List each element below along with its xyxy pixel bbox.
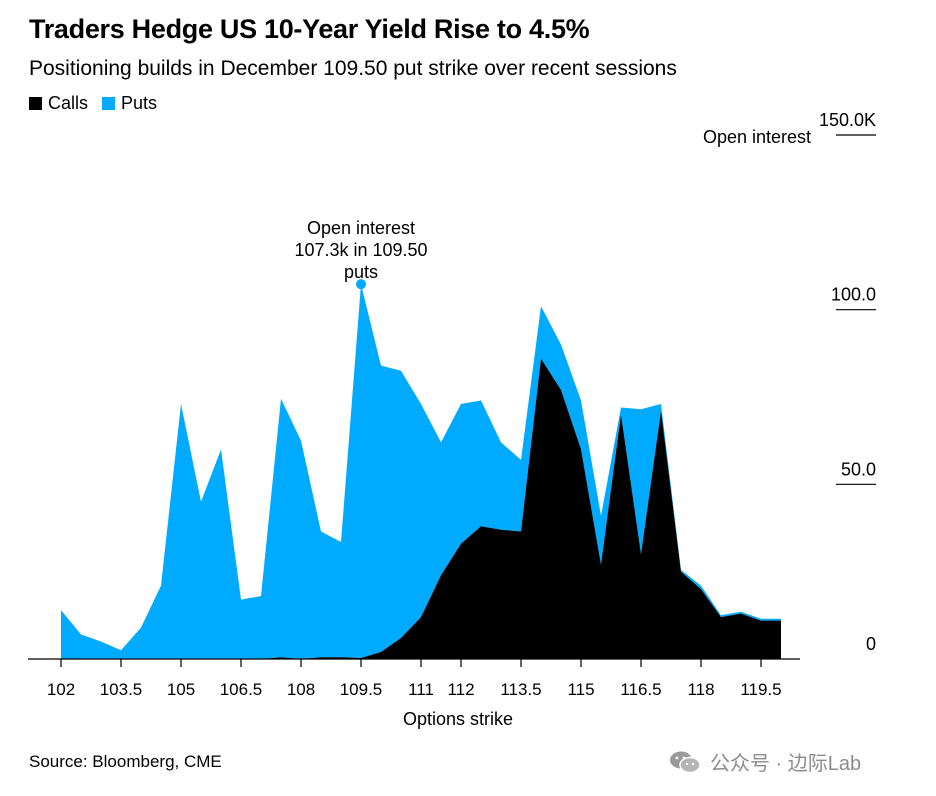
annotation-text-line: puts	[344, 262, 378, 282]
x-tick-label: 103.5	[100, 680, 143, 699]
x-tick-label: 113.5	[500, 680, 541, 699]
x-tick-label: 116.5	[620, 680, 661, 699]
y-tick-label: 100.0	[831, 285, 876, 305]
x-tick-label: 115	[567, 680, 594, 699]
calls-area	[61, 358, 781, 659]
annotation-text-line: 107.3k in 109.50	[294, 240, 427, 260]
watermark: 公众号 · 边际Lab	[668, 747, 861, 776]
y-tick-label: 50.0	[841, 459, 876, 479]
chart-title: Traders Hedge US 10-Year Yield Rise to 4…	[29, 14, 590, 44]
x-tick-label: 106.5	[220, 680, 263, 699]
puts-area	[61, 284, 781, 659]
x-tick-label: 109.5	[340, 680, 383, 699]
wechat-icon	[670, 751, 701, 773]
x-axis-title: Options strike	[403, 709, 513, 729]
x-tick-label: 119.5	[740, 680, 781, 699]
watermark-text: 公众号 · 边际Lab	[710, 753, 862, 775]
x-tick-label: 112	[447, 680, 474, 699]
legend-item-puts: Puts	[102, 93, 157, 114]
chart-legend: Calls Puts	[29, 93, 171, 114]
x-tick-label: 108	[287, 680, 315, 699]
x-tick-label: 118	[687, 680, 714, 699]
annotation-marker	[356, 279, 366, 290]
legend-label-calls: Calls	[48, 93, 89, 113]
x-tick-label: 105	[167, 680, 195, 699]
y-tick-label: 150.0K	[819, 110, 876, 130]
legend-swatch-calls	[29, 97, 42, 110]
source-note: Source: Bloomberg, CME	[29, 752, 222, 771]
chart-subtitle: Positioning builds in December 109.50 pu…	[29, 57, 677, 80]
legend-item-calls: Calls	[29, 93, 88, 114]
x-tick-label: 102	[47, 680, 75, 699]
legend-swatch-puts	[102, 97, 116, 110]
y-tick-label: 0	[866, 634, 876, 654]
legend-label-puts: Puts	[121, 93, 158, 113]
x-tick-label: 111	[408, 680, 434, 699]
annotation-text-line: Open interest	[307, 218, 415, 238]
y-axis-title: Open interest	[703, 127, 811, 147]
